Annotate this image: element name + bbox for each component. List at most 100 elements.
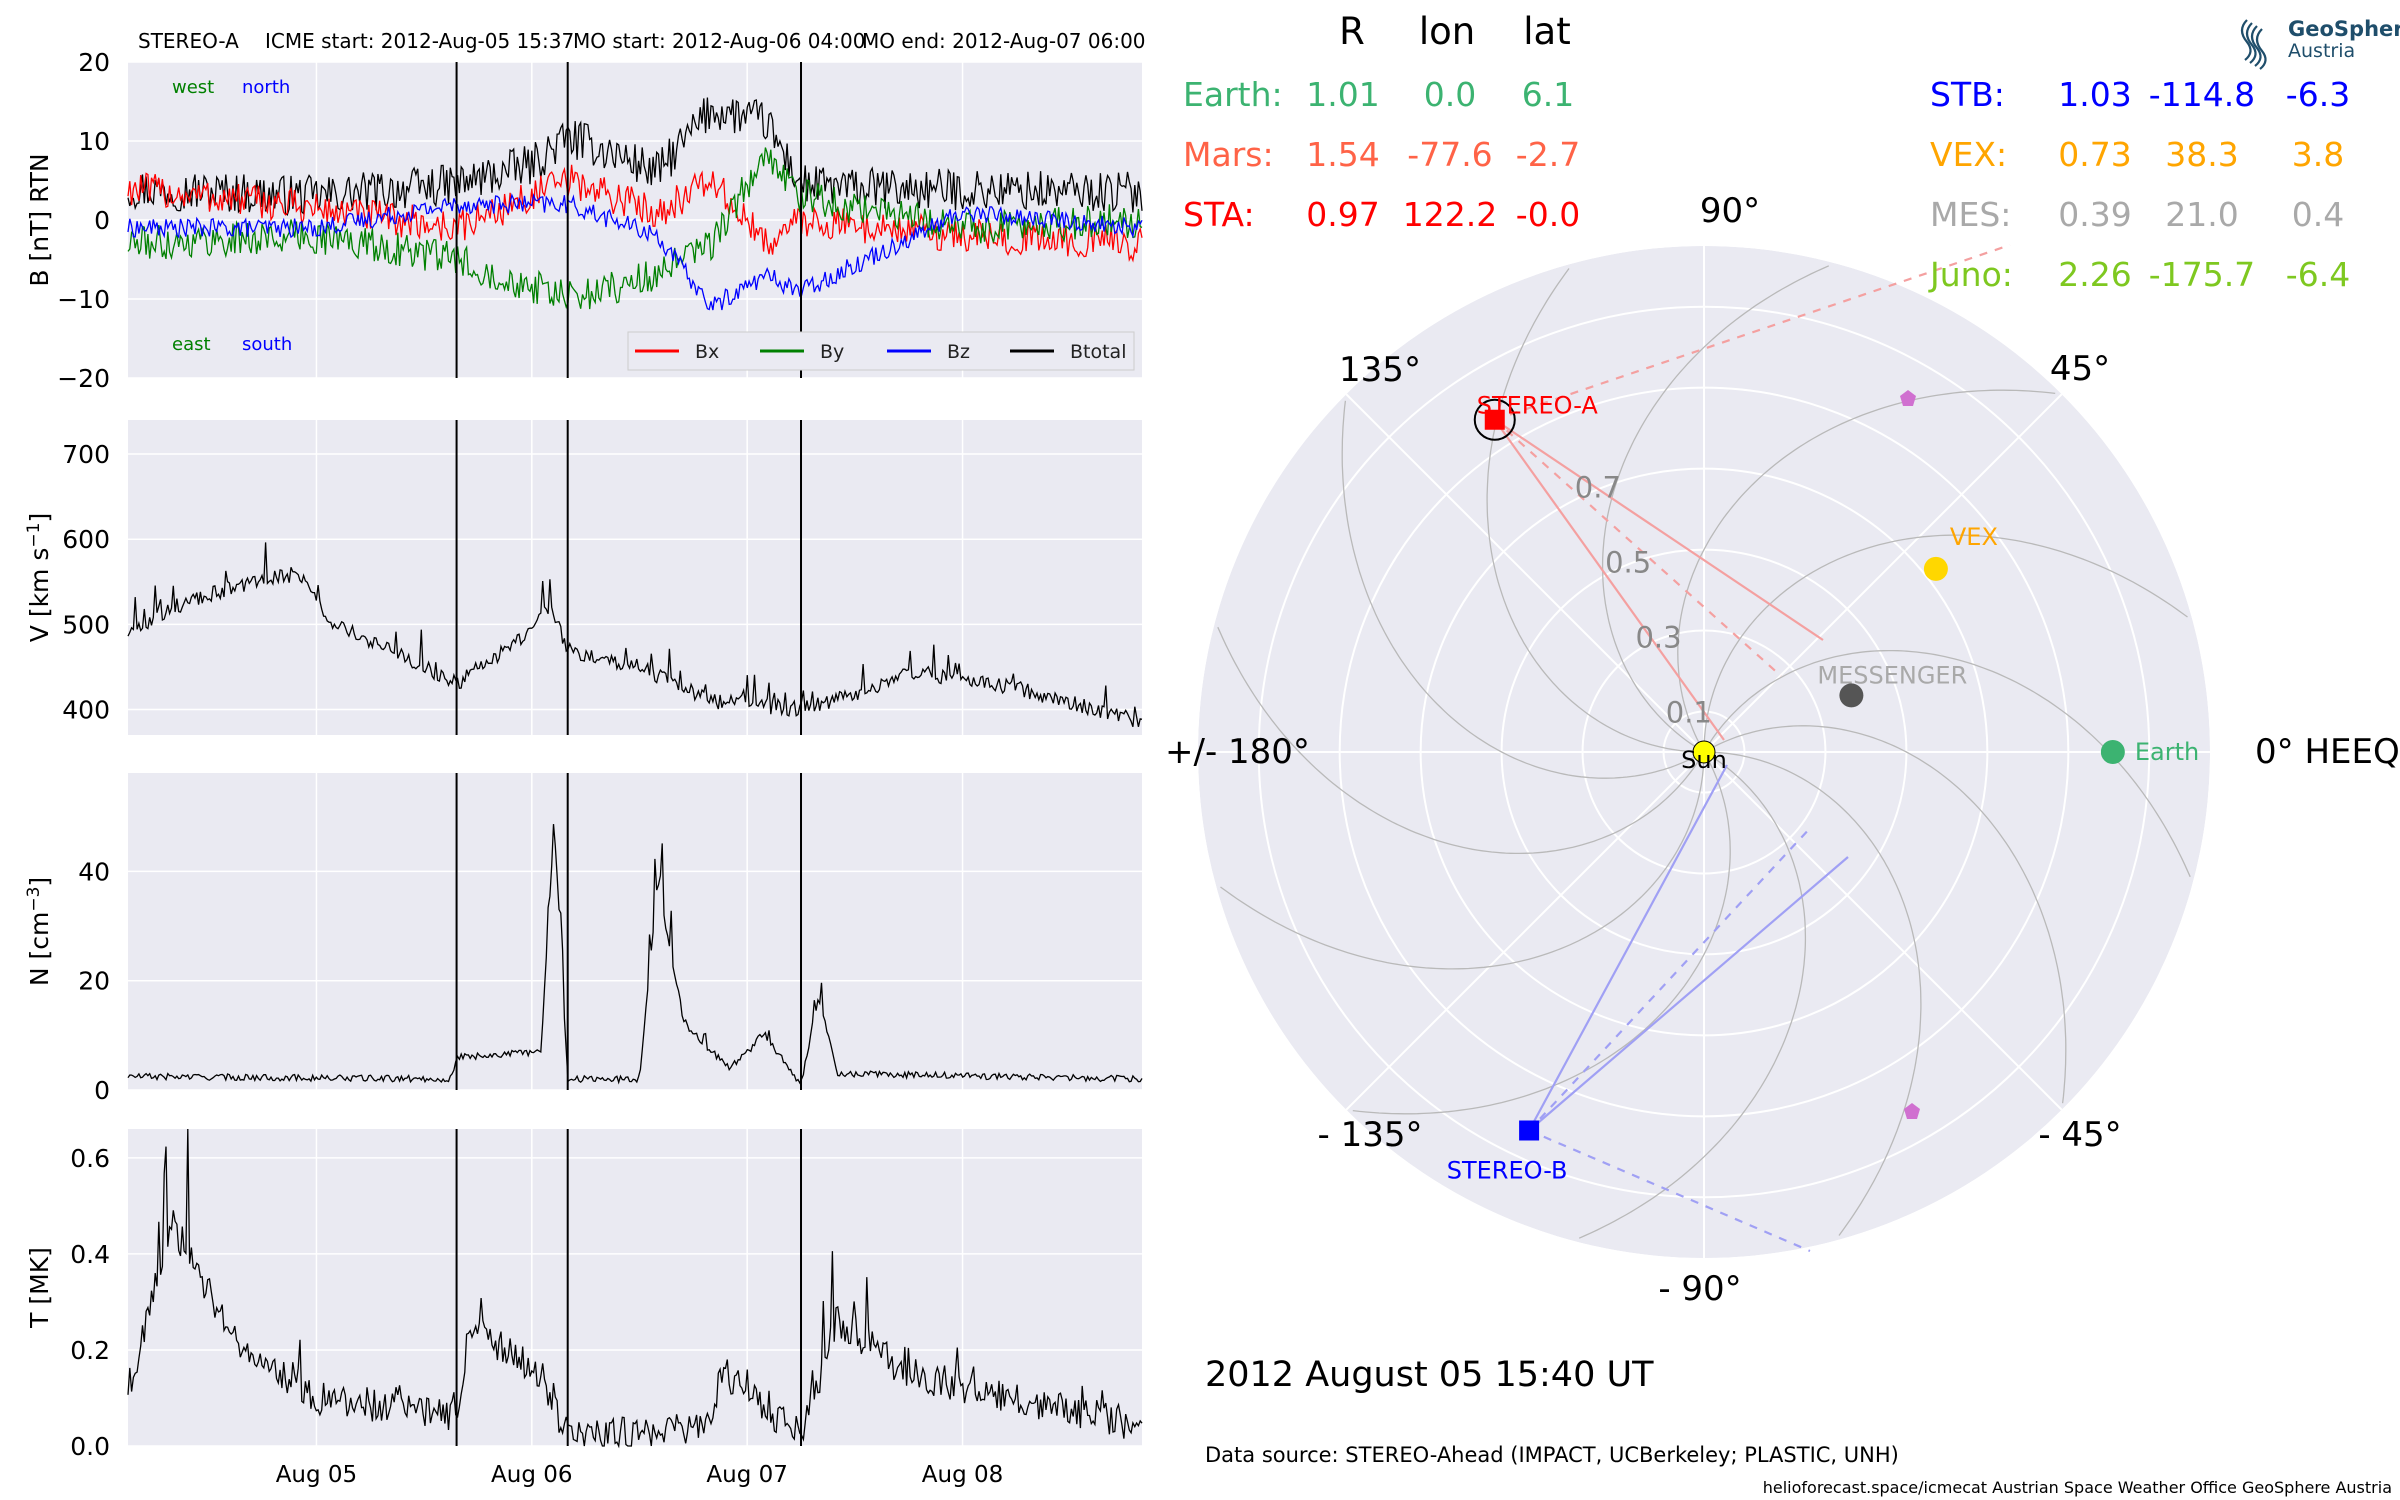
angular-gridline bbox=[1703, 393, 2063, 753]
y-label-main: N [cm bbox=[25, 912, 54, 987]
parker-spiral-line bbox=[1710, 725, 2067, 1104]
table-lon: 38.3 bbox=[2165, 135, 2238, 174]
angular-label: - 90° bbox=[1658, 1269, 1741, 1309]
label-sun: Sun bbox=[1681, 746, 1727, 774]
table-lon: 21.0 bbox=[2165, 195, 2238, 234]
table-header-lon: lon bbox=[1419, 10, 1475, 53]
series-Bz bbox=[127, 193, 1143, 311]
stereo-a-ring bbox=[1473, 398, 1516, 441]
table-r: 0.73 bbox=[2058, 135, 2131, 174]
polar-mask bbox=[1150, 0, 2400, 1500]
table-lat: -0.0 bbox=[1516, 195, 1580, 234]
table-lon: -77.6 bbox=[1407, 135, 1492, 174]
angular-gridline bbox=[1703, 751, 2063, 1111]
logo-text-1: GeoSphere bbox=[2288, 17, 2400, 41]
panel-temperature: 0.6 0.4 0.2 0.0 T [MK] bbox=[25, 1128, 1143, 1461]
panel-speed: 700 600 500 400 V [km s−1] bbox=[24, 420, 1143, 735]
polar-plot: 0.1 0.3 0.5 0.7 0° HEEQ 45° 90° 135° +/- 180° - 1… bbox=[1150, 0, 2400, 1500]
label-stereo-b: STEREO-B bbox=[1447, 1156, 1568, 1184]
series-V bbox=[127, 542, 1143, 728]
series-N bbox=[127, 824, 1143, 1085]
y-tick-label: 0.6 bbox=[70, 1144, 110, 1173]
table-label: Juno: bbox=[1928, 255, 2013, 294]
table-header-lat: lat bbox=[1523, 10, 1570, 53]
logo-mark bbox=[2240, 19, 2252, 61]
hi-fov-line bbox=[1494, 418, 1824, 641]
x-tick-label: Aug 05 bbox=[276, 1462, 358, 1488]
table-r: 0.39 bbox=[2058, 195, 2131, 234]
y-tick-label: 0 bbox=[94, 206, 110, 235]
y-label-main: V [km s bbox=[25, 548, 54, 643]
x-tick-label: Aug 06 bbox=[491, 1462, 573, 1488]
y-label-main: T [MK] bbox=[25, 1247, 54, 1329]
y-label-exponent: −1 bbox=[24, 523, 44, 548]
annotation-west: west bbox=[172, 77, 214, 98]
table-label: STB: bbox=[1930, 75, 2005, 114]
series-T bbox=[127, 1128, 1143, 1449]
table-lon: 122.2 bbox=[1403, 195, 1497, 234]
marker-pentagon bbox=[1904, 1103, 1920, 1119]
header-mo-end: MO end: 2012-Aug-07 06:00 bbox=[862, 29, 1146, 53]
legend-label-Bx: Bx bbox=[695, 341, 719, 363]
footer-credits: helioforecast.space/icmecat Austrian Spa… bbox=[1763, 1478, 2392, 1497]
table-lat: 0.4 bbox=[2292, 195, 2344, 234]
header-spacecraft: STEREO-A bbox=[138, 29, 239, 53]
point-stereo-a bbox=[1484, 409, 1505, 430]
angular-label: 45° bbox=[2050, 349, 2110, 389]
table-lat: 3.8 bbox=[2292, 135, 2344, 174]
parker-spiral-line bbox=[1486, 268, 1696, 753]
table-label: Mars: bbox=[1183, 135, 1274, 174]
radial-tick-label: 0.5 bbox=[1605, 545, 1651, 579]
parker-spiral-line bbox=[1677, 389, 2056, 746]
x-tick-label: Aug 08 bbox=[922, 1462, 1004, 1488]
parker-spiral-line bbox=[1217, 626, 1701, 855]
series-Btotal bbox=[127, 97, 1143, 216]
table-lat: -2.7 bbox=[1516, 135, 1580, 174]
y-tick-label: 0.4 bbox=[70, 1240, 110, 1269]
hi-fov-line bbox=[1528, 856, 1849, 1132]
logo-mark bbox=[2255, 28, 2267, 70]
panel-density: 40 20 0 N [cm−3] bbox=[24, 773, 1143, 1105]
parker-spiral-line bbox=[1601, 265, 1830, 749]
y-tick-label: −10 bbox=[57, 285, 110, 314]
point-earth bbox=[2100, 740, 2125, 764]
table-label: Earth: bbox=[1183, 75, 1283, 114]
y-tick-label: 0 bbox=[94, 1076, 110, 1105]
point-stereo-b bbox=[1519, 1120, 1540, 1141]
label-stereo-a: STEREO-A bbox=[1477, 392, 1599, 420]
logo-text-2: Austria bbox=[2288, 40, 2355, 62]
y-tick-label: 10 bbox=[78, 127, 110, 156]
angular-label: +/- 180° bbox=[1165, 732, 1310, 772]
y-tick-label: 600 bbox=[62, 525, 110, 554]
label-messenger: MESSENGER bbox=[1817, 661, 1967, 689]
timestamp: 2012 August 05 15:40 UT bbox=[1205, 1355, 1654, 1395]
marker-pentagon bbox=[1900, 390, 1916, 406]
table-r: 0.97 bbox=[1306, 195, 1379, 234]
parker-spiral-line bbox=[1341, 400, 1698, 779]
y-tick-label: 0.2 bbox=[70, 1336, 110, 1365]
parker-spiral-line bbox=[1703, 534, 2188, 744]
table-label: VEX: bbox=[1930, 135, 2007, 174]
angular-gridline bbox=[1345, 393, 1705, 753]
header-icme-start: ICME start: 2012-Aug-05 15:37 bbox=[265, 29, 574, 53]
parker-spiral-line bbox=[1352, 758, 1731, 1115]
panel-magnetic-field: 20 10 0 −10 −20 B [nT] RTN west north east south B… bbox=[25, 48, 1143, 393]
parker-spiral-line bbox=[1707, 649, 2191, 878]
y-label-end: ] bbox=[25, 877, 54, 887]
y-tick-label: 40 bbox=[78, 857, 110, 886]
hi-fov-line bbox=[1493, 419, 1725, 741]
angular-label: 90° bbox=[1700, 191, 1760, 231]
legend-label-By: By bbox=[820, 341, 844, 363]
y-tick-label: −20 bbox=[57, 364, 110, 393]
table-r: 1.01 bbox=[1306, 75, 1379, 114]
label-vex: VEX bbox=[1950, 523, 1998, 551]
timeseries-panels: STEREO-A ICME start: 2012-Aug-05 15:37 M… bbox=[0, 0, 1180, 1500]
hi-fov-line bbox=[1528, 1129, 1811, 1253]
y-tick-label: 700 bbox=[62, 440, 110, 469]
data-source: Data source: STEREO-Ahead (IMPACT, UCBer… bbox=[1205, 1443, 1899, 1467]
point-vex bbox=[1923, 556, 1948, 581]
annotation-north: north bbox=[242, 77, 290, 98]
table-lat: -6.4 bbox=[2286, 255, 2350, 294]
angular-label: - 45° bbox=[2038, 1115, 2121, 1155]
